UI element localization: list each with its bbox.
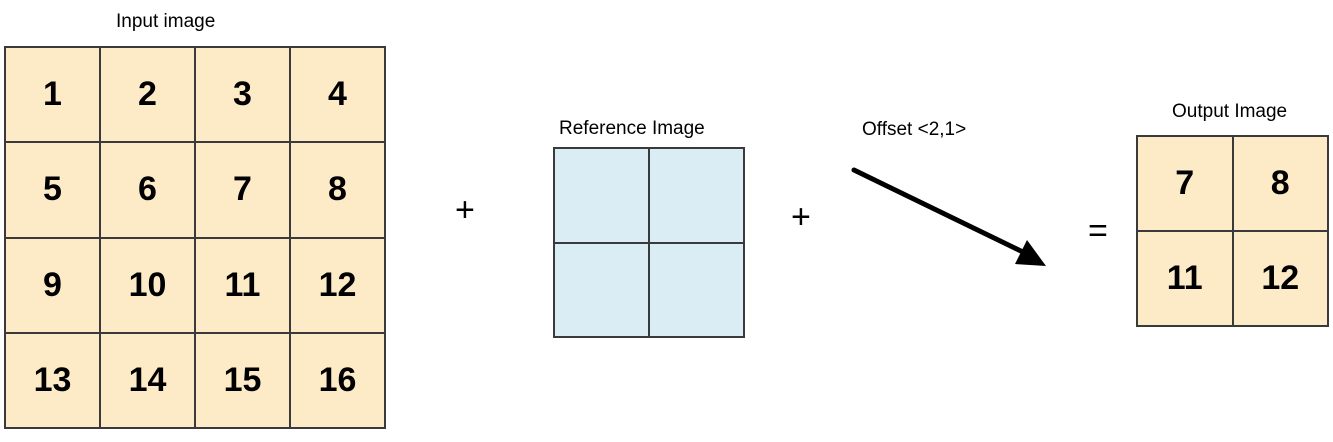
input-image-cell: 15	[195, 332, 290, 428]
offset-arrow-icon	[851, 167, 1046, 266]
input-image-cell: 16	[290, 332, 385, 428]
equals-operator: =	[1088, 212, 1108, 250]
output-image-label: Output Image	[1172, 101, 1288, 122]
output-image-cell: 7	[1137, 136, 1233, 231]
plus-operator-1: +	[455, 191, 475, 229]
offset-label: Offset <2,1>	[862, 119, 967, 140]
input-image-cell: 4	[290, 47, 385, 143]
input-image-cell: 1	[5, 47, 100, 143]
output-image-cell: 12	[1232, 231, 1328, 326]
input-image-cell: 9	[5, 237, 100, 333]
input-image-cell: 10	[100, 237, 195, 333]
input-image-cell: 12	[290, 237, 385, 333]
input-image-grid: 1 2 3 4 5 6 7 8 9 10 11 12 13 14 15 16	[4, 46, 386, 429]
input-image-cell: 11	[195, 237, 290, 333]
output-image-grid: 7 8 11 12	[1136, 135, 1329, 327]
input-image-cell: 13	[5, 332, 100, 428]
input-image-cell: 3	[195, 47, 290, 143]
input-image-cell: 14	[100, 332, 195, 428]
input-image-cell: 6	[100, 142, 195, 238]
plus-operator-2: +	[791, 198, 811, 236]
reference-image-cell	[554, 148, 649, 243]
output-image-cell: 11	[1137, 231, 1233, 326]
output-image-cell: 8	[1232, 136, 1328, 231]
reference-image-cell	[554, 242, 649, 337]
input-image-cell: 5	[5, 142, 100, 238]
input-image-cell: 7	[195, 142, 290, 238]
reference-image-label: Reference Image	[559, 118, 705, 139]
reference-image-cell	[649, 242, 744, 337]
input-image-label: Input image	[116, 11, 216, 32]
input-image-cell: 2	[100, 47, 195, 143]
reference-image-grid	[553, 147, 745, 338]
input-image-cell: 8	[290, 142, 385, 238]
reference-image-cell	[649, 148, 744, 243]
